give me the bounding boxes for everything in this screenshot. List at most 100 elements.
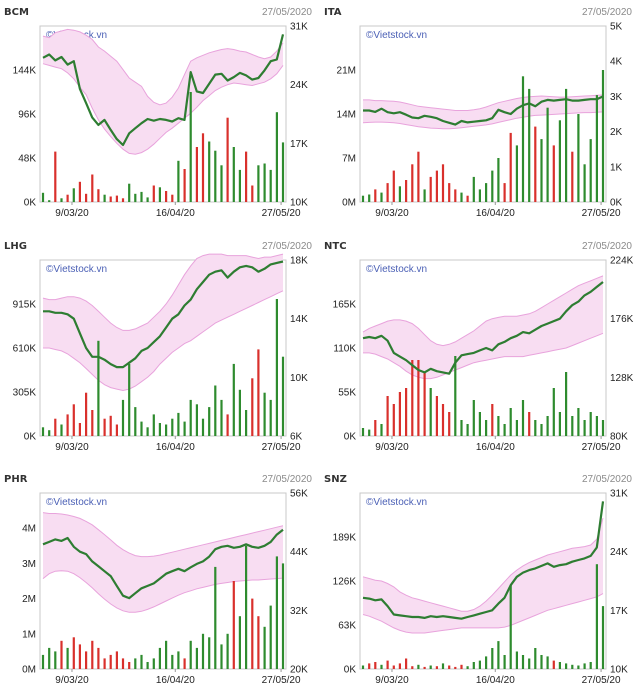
- volume-bar: [509, 408, 512, 436]
- volume-bar: [281, 563, 285, 669]
- volume-bar: [398, 663, 401, 669]
- volume-bar: [571, 151, 574, 202]
- volume-bar: [411, 666, 414, 669]
- volume-bar: [540, 655, 543, 669]
- ticker-label: SNZ: [324, 474, 347, 485]
- watermark: ©Vietstock.vn: [366, 30, 427, 41]
- volume-bar: [109, 654, 112, 669]
- volume-bar: [374, 420, 377, 436]
- chart-svg: LHG 27/05/2020 ©Vietstock.vn 0K 305K 610K 915K…: [4, 241, 312, 453]
- price-tick-label: 18K: [290, 256, 308, 267]
- watermark: ©Vietstock.vn: [46, 264, 107, 275]
- price-tick-label: 31K: [610, 489, 628, 500]
- volume-bar: [374, 189, 377, 202]
- volume-bar: [368, 663, 371, 669]
- volume-bar: [195, 147, 198, 202]
- volume-bar: [448, 412, 451, 436]
- volume-tick-label: 0K: [24, 432, 37, 443]
- x-tick-label: 16/04/20: [476, 442, 515, 453]
- volume-bar: [534, 126, 537, 202]
- volume-bar: [411, 360, 414, 436]
- volume-bar: [417, 360, 420, 436]
- volume-bar: [374, 662, 377, 669]
- volume-bar: [521, 76, 525, 202]
- volume-bar: [201, 133, 205, 203]
- x-tick-label: 9/03/20: [375, 208, 409, 219]
- volume-bar: [121, 658, 125, 669]
- volume-tick-label: 21M: [337, 66, 356, 77]
- volume-bar: [565, 88, 568, 202]
- date-label: 27/05/2020: [582, 474, 632, 485]
- volume-bar: [485, 656, 488, 669]
- volume-bar: [448, 665, 451, 669]
- volume-bar: [134, 193, 137, 203]
- volume-bar: [109, 415, 112, 436]
- volume-bar: [491, 648, 494, 669]
- volume-bar: [466, 424, 469, 436]
- volume-bar: [85, 193, 88, 203]
- volume-bar: [361, 665, 365, 669]
- x-tick-label: 9/03/20: [375, 675, 409, 686]
- volume-bar: [66, 194, 69, 202]
- volume-bar: [577, 408, 580, 436]
- volume-bar: [577, 665, 580, 669]
- volume-bar: [386, 396, 389, 436]
- x-tick-label: 27/05/20: [582, 442, 621, 453]
- volume-bar: [72, 637, 75, 669]
- volume-bar: [183, 169, 186, 202]
- volume-bar: [503, 424, 506, 436]
- volume-bar: [91, 410, 94, 436]
- volume-bar: [478, 660, 481, 669]
- volume-bar: [269, 605, 272, 669]
- volume-bar: [171, 194, 174, 202]
- volume-bar: [66, 647, 69, 669]
- price-tick-label: 5K: [610, 22, 623, 33]
- band-fill: [363, 275, 603, 379]
- volume-tick-label: 126K: [333, 577, 357, 588]
- volume-bar: [589, 412, 592, 436]
- volume-bar: [521, 400, 525, 436]
- volume-bar: [128, 363, 131, 436]
- upper-band-line: [362, 275, 604, 347]
- x-tick-label: 9/03/20: [55, 442, 89, 453]
- volume-bar: [515, 651, 518, 669]
- volume-bar: [251, 185, 254, 202]
- volume-tick-label: 610K: [13, 344, 37, 355]
- volume-bar: [454, 666, 457, 669]
- volume-bar: [472, 400, 475, 436]
- x-tick-label: 27/05/20: [582, 208, 621, 219]
- volume-bar: [208, 407, 211, 436]
- price-tick-label: 128K: [610, 373, 634, 384]
- price-line: [43, 260, 284, 369]
- volume-bar: [257, 616, 260, 669]
- volume-bar: [177, 160, 180, 203]
- price-tick-label: 56K: [290, 489, 308, 500]
- price-tick-label: 32K: [290, 606, 308, 617]
- price-line: [362, 501, 605, 620]
- volume-bar: [583, 663, 586, 669]
- volume-bar: [232, 363, 235, 436]
- price-tick-label: 1K: [610, 162, 623, 173]
- volume-bar: [140, 421, 143, 436]
- volume-bar: [361, 195, 365, 202]
- volume-bar: [226, 414, 229, 436]
- volume-bar: [85, 392, 88, 436]
- volume-bar: [534, 420, 537, 436]
- volume-tick-label: 0M: [22, 665, 36, 676]
- volume-bar: [454, 356, 457, 436]
- volume-bar: [552, 388, 555, 436]
- volume-bar: [97, 189, 100, 202]
- upper-band-line: [42, 28, 284, 106]
- volume-bar: [152, 185, 155, 202]
- volume-bar: [368, 429, 371, 436]
- x-tick-label: 27/05/20: [262, 208, 301, 219]
- volume-bar: [565, 372, 568, 436]
- volume-tick-label: 3M: [22, 559, 36, 570]
- band-fill: [43, 254, 283, 391]
- volume-tick-label: 96K: [18, 110, 36, 121]
- volume-bar: [528, 658, 531, 669]
- volume-bar: [41, 427, 45, 436]
- volume-bar: [85, 651, 88, 669]
- volume-bar: [441, 663, 445, 669]
- volume-bar: [601, 420, 605, 436]
